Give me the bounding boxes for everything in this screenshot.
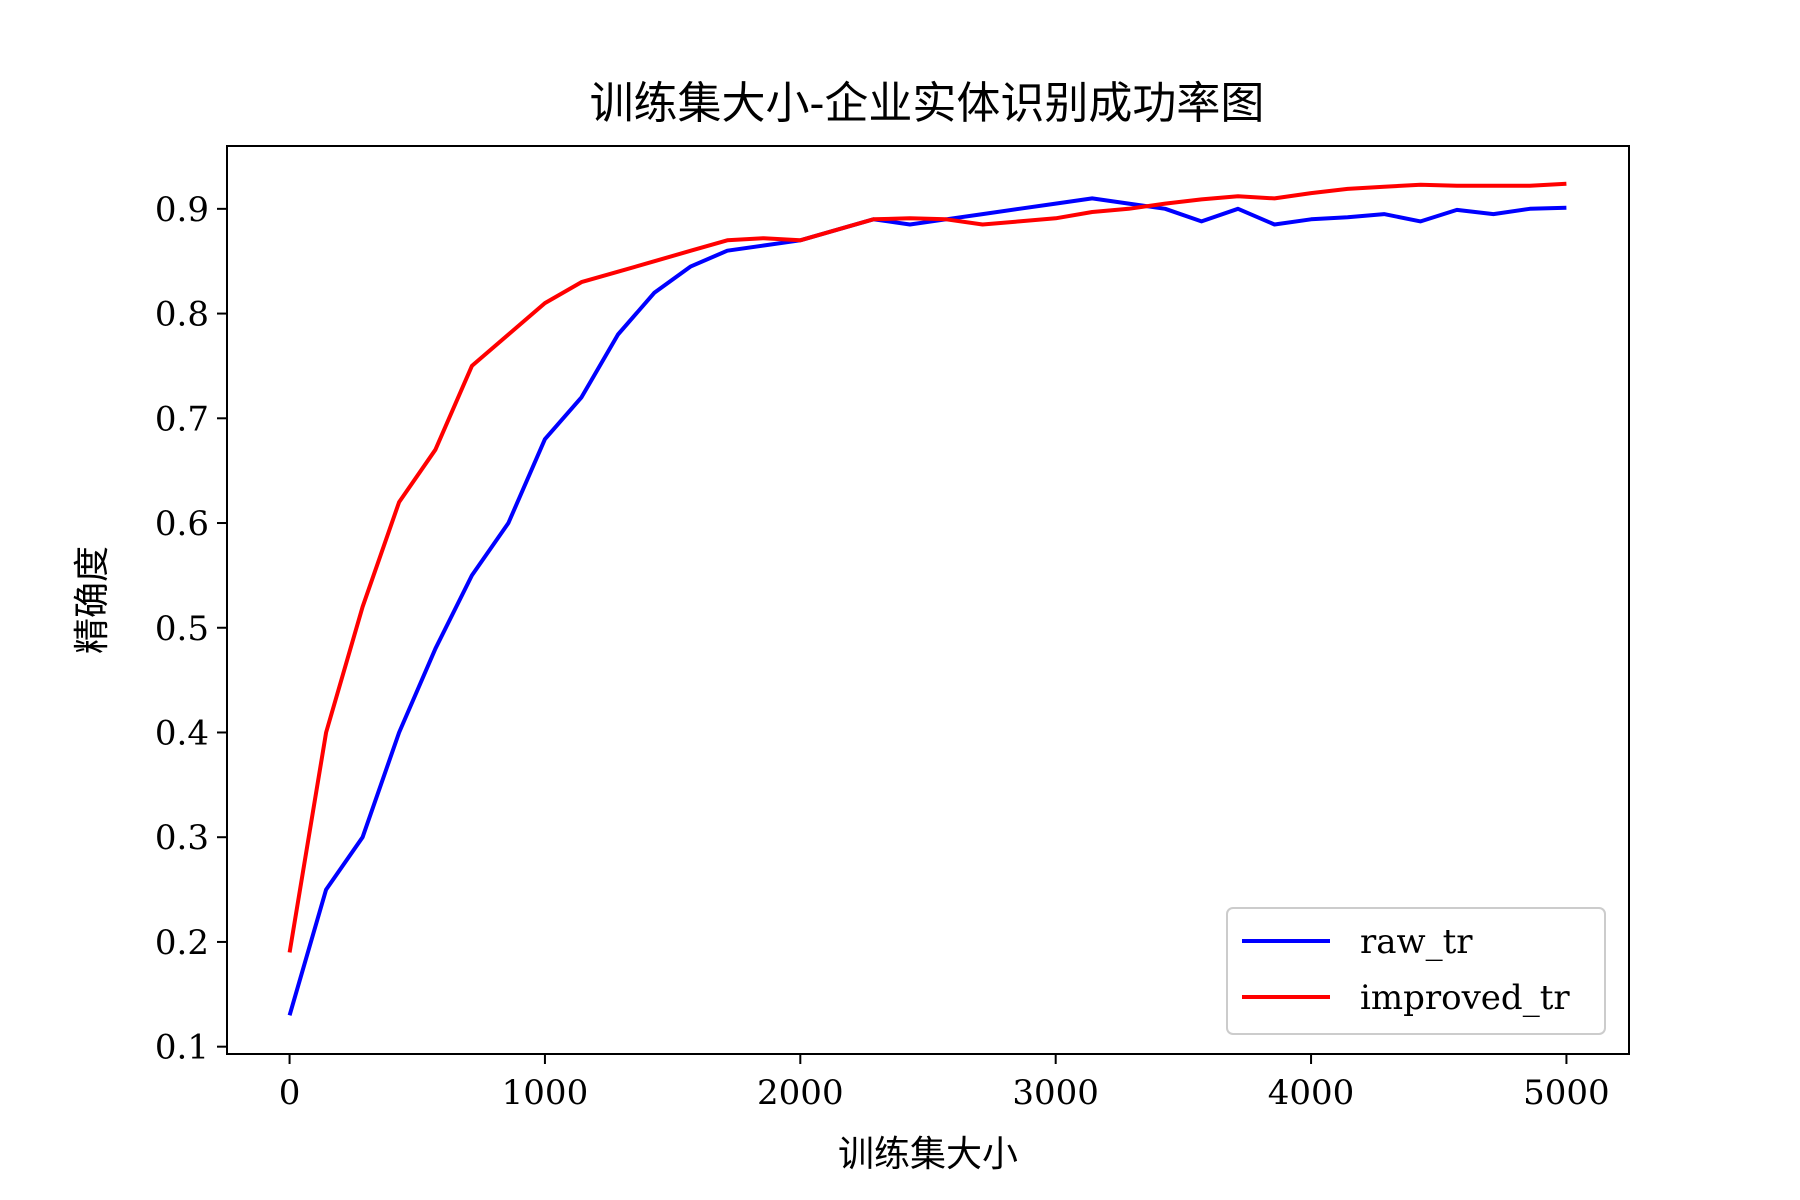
legend: raw_tr improved_tr: [1226, 907, 1606, 1035]
y-tick-label: 0.2: [155, 923, 209, 963]
x-tick-label: 4000: [1268, 1073, 1355, 1113]
chart-title: 训练集大小-企业实体识别成功率图: [590, 78, 1265, 129]
plot-area: 0 1000 2000 3000 4000 5000 0.1 0.2 0.3 0.4 0.5 0.6…: [155, 145, 1630, 1113]
y-tick-label: 0.1: [155, 1028, 209, 1068]
series-line-raw-tr: [287, 196, 1567, 1016]
y-tick-label: 0.7: [155, 399, 209, 439]
x-tick-label: 2000: [757, 1073, 844, 1113]
series-layer: [287, 181, 1567, 1016]
y-tick-label: 0.5: [155, 609, 209, 649]
y-tick-label: 0.9: [155, 190, 209, 230]
y-tick-label: 0.8: [155, 295, 209, 335]
y-tick-label: 0.3: [155, 818, 209, 858]
y-tick-label: 0.6: [155, 504, 209, 544]
x-axis-label: 训练集大小: [838, 1134, 1018, 1175]
series-line-improved-tr: [287, 181, 1567, 953]
y-tick-label: 0.4: [155, 713, 209, 753]
legend-label-raw-tr: raw_tr: [1360, 922, 1473, 962]
legend-label-improved-tr: improved_tr: [1360, 978, 1570, 1018]
x-tick-label: 1000: [502, 1073, 589, 1113]
x-tick-label: 0: [279, 1073, 301, 1113]
y-axis-ticks: 0.1 0.2 0.3 0.4 0.5 0.6 0.7 0.8 0.9: [155, 190, 227, 1068]
axes-frame: [226, 145, 1630, 1055]
x-axis-ticks: 0 1000 2000 3000 4000 5000: [279, 1054, 1610, 1113]
x-tick-label: 5000: [1523, 1073, 1610, 1113]
y-axis-label: 精确度: [72, 546, 113, 654]
x-tick-label: 3000: [1012, 1073, 1099, 1113]
